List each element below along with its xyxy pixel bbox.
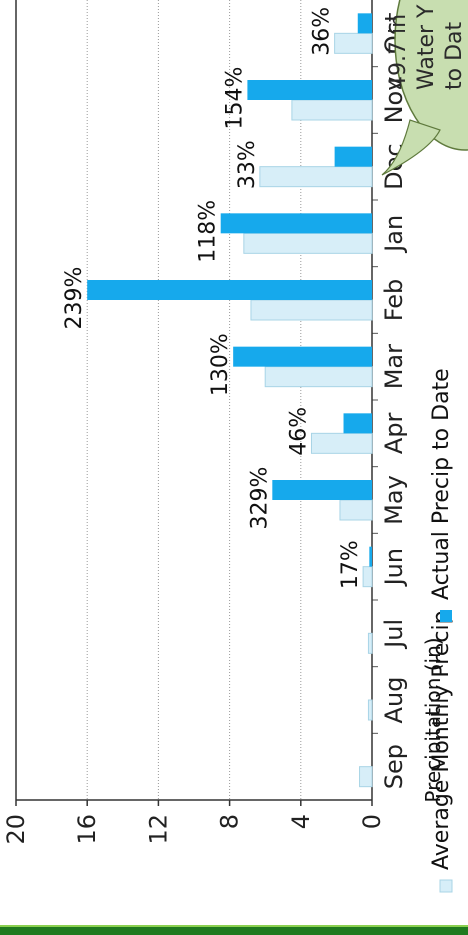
x-tick-label: Jan bbox=[380, 215, 408, 254]
x-tick-label: Jun bbox=[380, 548, 408, 588]
x-tick-label: Feb bbox=[380, 279, 408, 322]
data-label: 239% bbox=[62, 267, 87, 330]
x-tick-label: Aug bbox=[380, 677, 408, 724]
y-tick-label: 8 bbox=[216, 814, 244, 829]
bar-average bbox=[367, 699, 373, 721]
x-tick-label: May bbox=[380, 475, 408, 525]
bar-average bbox=[367, 632, 373, 654]
y-tick-label: 20 bbox=[2, 814, 30, 845]
legend-label-actual: Actual Precip to Date bbox=[429, 368, 454, 600]
data-label: 118% bbox=[196, 200, 221, 263]
bar-average bbox=[334, 32, 373, 54]
bar-actual bbox=[369, 546, 372, 567]
data-label: 154% bbox=[222, 67, 247, 130]
bar-average bbox=[243, 232, 373, 254]
plot-area: 04812162036%Oct154%Nov33%Dec118%Jan239%F… bbox=[2, 0, 408, 845]
bar-average bbox=[259, 166, 373, 188]
callout-bubble bbox=[394, 0, 468, 151]
x-tick-label: Apr bbox=[380, 412, 408, 454]
callout-line: to Dat bbox=[442, 21, 467, 90]
data-label: 36% bbox=[310, 7, 335, 56]
data-label: 46% bbox=[286, 407, 311, 456]
y-tick-label: 4 bbox=[287, 814, 315, 829]
callout-line: Water Y bbox=[414, 4, 439, 90]
data-label: 33% bbox=[235, 140, 260, 189]
bar-average bbox=[264, 366, 373, 388]
data-label: 329% bbox=[247, 467, 272, 530]
bar-actual bbox=[247, 80, 372, 100]
bar-average bbox=[250, 299, 373, 321]
bar-average bbox=[291, 99, 373, 121]
legend-swatch-average bbox=[439, 879, 453, 893]
x-tick-label: Sep bbox=[380, 744, 408, 789]
bar-actual bbox=[357, 13, 372, 34]
bar-actual bbox=[220, 213, 372, 234]
y-tick-label: 0 bbox=[358, 814, 386, 829]
bar-average bbox=[362, 566, 373, 588]
bar-actual bbox=[272, 480, 372, 500]
bottom-bar-accent bbox=[0, 925, 468, 927]
callout-line: 49.7 in bbox=[386, 14, 411, 90]
x-tick-label: Jul bbox=[380, 619, 408, 650]
bar-actual bbox=[343, 413, 372, 434]
data-label: 130% bbox=[208, 333, 233, 396]
bar-actual bbox=[334, 146, 372, 167]
bar-actual bbox=[87, 280, 372, 300]
y-axis-label: Precipitation (in) bbox=[421, 637, 445, 802]
legend-swatch-actual bbox=[440, 610, 452, 622]
bar-actual bbox=[233, 346, 372, 367]
legend-label-average: Average Monthly Precip bbox=[429, 610, 454, 870]
x-tick-label: Mar bbox=[380, 344, 408, 389]
y-axis-title: Precipitation (in) bbox=[421, 637, 445, 802]
bar-average bbox=[359, 766, 373, 788]
bar-average bbox=[339, 499, 373, 521]
bottom-bar bbox=[0, 925, 468, 935]
data-label: 17% bbox=[338, 540, 363, 589]
y-tick-label: 12 bbox=[144, 814, 172, 845]
callout-pointer bbox=[381, 119, 441, 176]
bar-average bbox=[310, 432, 373, 454]
y-tick-label: 16 bbox=[73, 814, 101, 845]
legend: Average Monthly Precip Actual Precip to D… bbox=[429, 368, 454, 893]
